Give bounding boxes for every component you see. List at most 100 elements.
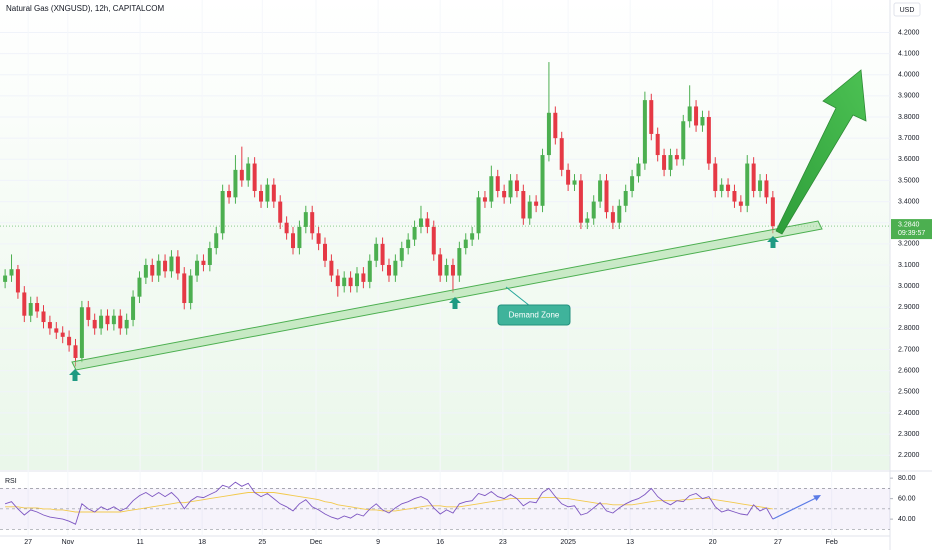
callout-text: Demand Zone: [509, 311, 560, 320]
candle-body: [79, 307, 84, 358]
candle-body: [540, 155, 545, 206]
candle-body: [591, 201, 596, 219]
candle-body: [681, 121, 686, 160]
candle-body: [28, 303, 33, 316]
candle-body: [764, 180, 769, 198]
candle-body: [9, 269, 14, 276]
candle-body: [713, 163, 718, 191]
candle-body: [546, 112, 551, 156]
candle-body: [207, 248, 212, 265]
candle-body: [67, 336, 72, 346]
candle-body: [585, 218, 590, 223]
last-price-label: 3.2840: [898, 221, 920, 228]
candle-body: [265, 184, 270, 202]
x-tick-label: 2025: [560, 539, 576, 546]
candle-body: [393, 260, 398, 276]
candle-body: [15, 269, 20, 293]
candle-body: [246, 163, 251, 181]
candle-body: [143, 264, 148, 278]
candle-body: [163, 260, 168, 272]
candle-body: [521, 191, 526, 219]
y-tick-label: 2.2000: [898, 452, 920, 459]
last-price-badge: [891, 219, 932, 240]
rsi-tick-label: 40.00: [898, 516, 916, 523]
candle-body: [514, 180, 519, 191]
candle-body: [406, 239, 411, 249]
candle-body: [220, 191, 225, 234]
candle-body: [150, 264, 155, 276]
candle-body: [770, 197, 775, 227]
candle-body: [502, 191, 507, 198]
candle-body: [476, 197, 481, 234]
rsi-ma-line: [5, 492, 773, 513]
candle-body: [227, 191, 232, 198]
candle-body: [348, 277, 353, 287]
candle-body: [297, 226, 302, 249]
candle-body: [572, 180, 577, 185]
candle-body: [271, 184, 276, 202]
candle-body: [284, 222, 289, 234]
x-tick-label: 27: [774, 539, 782, 546]
candle-body: [566, 169, 571, 185]
candle-body: [668, 155, 673, 170]
candle-body: [700, 117, 705, 126]
candle-body: [214, 233, 219, 249]
candle-body: [463, 239, 468, 249]
y-tick-label: 2.8000: [898, 325, 920, 332]
candle-body: [342, 277, 347, 287]
candle-body: [54, 328, 59, 333]
currency-label: USD: [900, 7, 915, 14]
candle-body: [470, 233, 475, 240]
candle-body: [188, 275, 193, 304]
chart-title: Natural Gas (XNGUSD), 12h, CAPITALCOM: [6, 4, 164, 13]
candle-body: [751, 163, 756, 191]
candle-body: [239, 169, 244, 181]
candle-body: [706, 117, 711, 164]
x-tick-label: 23: [499, 539, 507, 546]
y-tick-label: 2.4000: [898, 410, 920, 417]
y-tick-label: 3.8000: [898, 114, 920, 121]
demand-zone-band: [71, 220, 823, 371]
x-tick-label: 20: [709, 539, 717, 546]
x-tick-label: Dec: [310, 539, 323, 546]
candle-body: [495, 176, 500, 191]
candle-body: [329, 260, 334, 276]
candle-body: [694, 106, 699, 126]
candle-body: [425, 218, 430, 227]
candle-body: [367, 260, 372, 282]
candle-body: [758, 180, 763, 191]
candle-body: [553, 112, 558, 139]
projection-arrow: [775, 69, 867, 235]
currency-box: [893, 2, 921, 17]
candle-body: [380, 243, 385, 265]
candle-body: [687, 106, 692, 122]
candle-body: [278, 201, 283, 223]
x-tick-label: 9: [376, 539, 380, 546]
candle-body: [636, 163, 641, 177]
rsi-projection-line: [772, 496, 819, 520]
y-tick-label: 2.5000: [898, 389, 920, 396]
candle-body: [630, 176, 635, 191]
candle-body: [623, 191, 628, 206]
candle-body: [310, 212, 315, 234]
candle-body: [457, 248, 462, 276]
x-tick-label: 11: [136, 539, 143, 546]
candle-body: [118, 315, 123, 329]
candle-body: [291, 233, 296, 249]
candle-body: [649, 100, 654, 134]
candle-body: [111, 315, 116, 325]
candle-body: [444, 264, 449, 276]
candle-body: [386, 264, 391, 276]
candle-body: [610, 212, 615, 223]
candle-body: [617, 205, 622, 223]
y-tick-label: 3.4000: [898, 198, 920, 205]
candle-body: [73, 345, 78, 358]
x-tick-label: Feb: [826, 539, 838, 546]
candle-body: [105, 315, 110, 325]
candle-body: [374, 243, 379, 261]
candle-body: [655, 133, 660, 156]
candle-body: [578, 180, 583, 223]
x-tick-label: 27: [24, 539, 32, 546]
candle-body: [156, 260, 161, 276]
